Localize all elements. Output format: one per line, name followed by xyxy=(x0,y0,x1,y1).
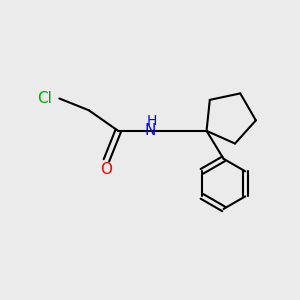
Text: Cl: Cl xyxy=(37,91,52,106)
Text: N: N xyxy=(145,123,156,138)
Text: O: O xyxy=(100,162,112,177)
Text: H: H xyxy=(147,114,157,128)
